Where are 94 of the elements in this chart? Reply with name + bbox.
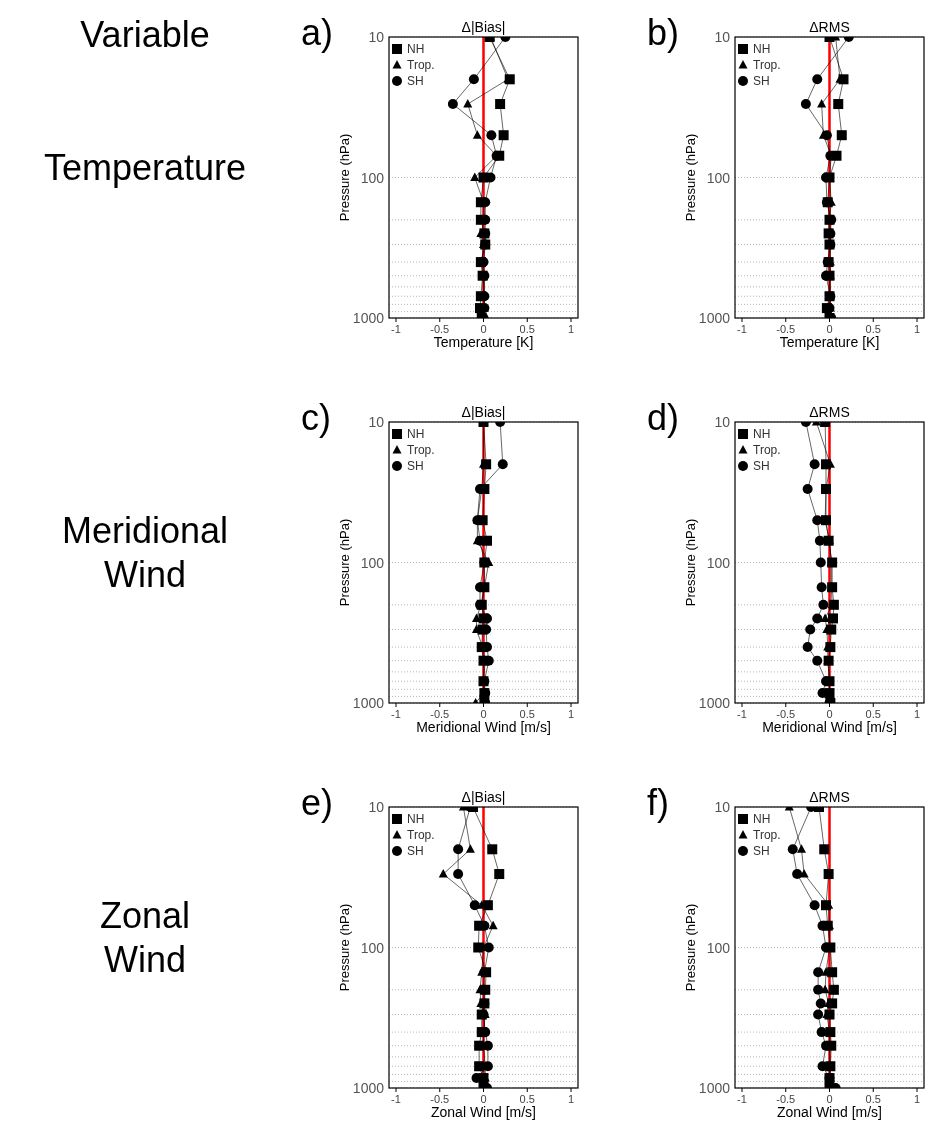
- text: a): [301, 12, 334, 53]
- x-axis-title: Temperature [K]: [433, 334, 534, 350]
- x-tick-label: 1: [567, 323, 575, 335]
- y-tick-label: 1000: [352, 310, 385, 326]
- y-tick-label: 10: [368, 414, 385, 430]
- chart-title: ΔRMS: [809, 19, 850, 35]
- x-tick-label: 1: [913, 708, 921, 720]
- y-axis-title: Pressure (hPa): [337, 133, 352, 222]
- x-tick-label: 0: [826, 323, 833, 335]
- y-tick-label: 10: [714, 29, 731, 45]
- legend-label: SH: [407, 74, 424, 88]
- x-tick-label: 0: [480, 323, 487, 335]
- x-tick-label: -0.5: [430, 323, 450, 335]
- x-tick-label: 0.5: [519, 1093, 535, 1105]
- text: Temperature: [43, 146, 247, 188]
- y-tick-label: 100: [360, 169, 385, 186]
- x-axis-title: Zonal Wind [m/s]: [776, 1104, 883, 1120]
- x-tick-label: -0.5: [776, 708, 796, 720]
- x-tick-label: 0: [826, 708, 833, 720]
- legend-label: NH: [407, 427, 425, 441]
- y-axis-title: Pressure (hPa): [337, 903, 352, 992]
- text: e): [301, 782, 334, 823]
- y-tick-label: 100: [360, 554, 385, 571]
- chart-title: ΔRMS: [809, 404, 850, 420]
- y-axis-title: Pressure (hPa): [683, 903, 698, 992]
- y-tick-label: 100: [706, 554, 731, 571]
- chart-title: Δ|Bias|: [461, 404, 506, 420]
- chart-title: Δ|Bias|: [461, 789, 506, 805]
- x-axis-title: Meridional Wind [m/s]: [416, 719, 551, 735]
- text: b): [647, 12, 680, 53]
- text: c): [301, 397, 331, 438]
- x-tick-label: 0.5: [865, 323, 881, 335]
- x-tick-label: 0.5: [519, 708, 535, 720]
- legend-label: SH: [753, 74, 770, 88]
- y-axis-title: Pressure (hPa): [683, 518, 698, 607]
- y-tick-label: 100: [706, 169, 731, 186]
- x-tick-label: 0: [826, 1093, 833, 1105]
- x-axis-title: Meridional Wind [m/s]: [762, 719, 897, 735]
- x-tick-label: -0.5: [776, 1093, 796, 1105]
- legend-label: Trop.: [753, 828, 781, 842]
- legend-label: Trop.: [407, 58, 435, 72]
- text: Zonal Wind: [99, 894, 191, 980]
- x-tick-label: -1: [391, 323, 401, 335]
- y-axis-title: Pressure (hPa): [683, 133, 698, 222]
- y-tick-label: 1000: [698, 695, 731, 711]
- x-tick-label: 1: [567, 708, 575, 720]
- legend-label: Trop.: [753, 58, 781, 72]
- legend-label: NH: [753, 812, 771, 826]
- x-tick-label: -0.5: [430, 1093, 450, 1105]
- legend-label: Trop.: [753, 443, 781, 457]
- x-axis-title: Temperature [K]: [779, 334, 880, 350]
- text: d): [647, 397, 680, 438]
- y-tick-label: 10: [714, 799, 731, 815]
- legend-label: Trop.: [407, 443, 435, 457]
- x-tick-label: -1: [737, 1093, 747, 1105]
- x-tick-label: -0.5: [776, 323, 796, 335]
- x-tick-label: -0.5: [430, 708, 450, 720]
- x-tick-label: -1: [391, 708, 401, 720]
- y-tick-label: 10: [368, 799, 385, 815]
- x-tick-label: -1: [737, 708, 747, 720]
- y-tick-label: 1000: [352, 1080, 385, 1096]
- text: Meridional Wind: [61, 509, 229, 595]
- x-tick-label: 0: [480, 708, 487, 720]
- legend-label: SH: [407, 844, 424, 858]
- legend-label: NH: [407, 42, 425, 56]
- y-tick-label: 10: [714, 414, 731, 430]
- y-tick-label: 100: [360, 939, 385, 956]
- x-tick-label: 1: [913, 1093, 921, 1105]
- x-tick-label: 0.5: [865, 1093, 881, 1105]
- chart-title: ΔRMS: [809, 789, 850, 805]
- y-tick-label: 1000: [352, 695, 385, 711]
- x-tick-label: 0.5: [865, 708, 881, 720]
- chart-title: Δ|Bias|: [461, 19, 506, 35]
- x-tick-label: 1: [567, 1093, 575, 1105]
- x-tick-label: 1: [913, 323, 921, 335]
- legend-label: SH: [407, 459, 424, 473]
- legend-label: NH: [407, 812, 425, 826]
- x-tick-label: -1: [391, 1093, 401, 1105]
- y-tick-label: 1000: [698, 1080, 731, 1096]
- legend-label: NH: [753, 427, 771, 441]
- y-axis-title: Pressure (hPa): [337, 518, 352, 607]
- legend-label: Trop.: [407, 828, 435, 842]
- legend-label: SH: [753, 844, 770, 858]
- legend-label: SH: [753, 459, 770, 473]
- x-tick-label: -1: [737, 323, 747, 335]
- y-tick-label: 100: [706, 939, 731, 956]
- text: Variable: [80, 14, 210, 55]
- text: f): [647, 782, 669, 823]
- x-tick-label: 0.5: [519, 323, 535, 335]
- x-tick-label: 0: [480, 1093, 487, 1105]
- legend-label: NH: [753, 42, 771, 56]
- y-tick-label: 1000: [698, 310, 731, 326]
- x-axis-title: Zonal Wind [m/s]: [430, 1104, 537, 1120]
- y-tick-label: 10: [368, 29, 385, 45]
